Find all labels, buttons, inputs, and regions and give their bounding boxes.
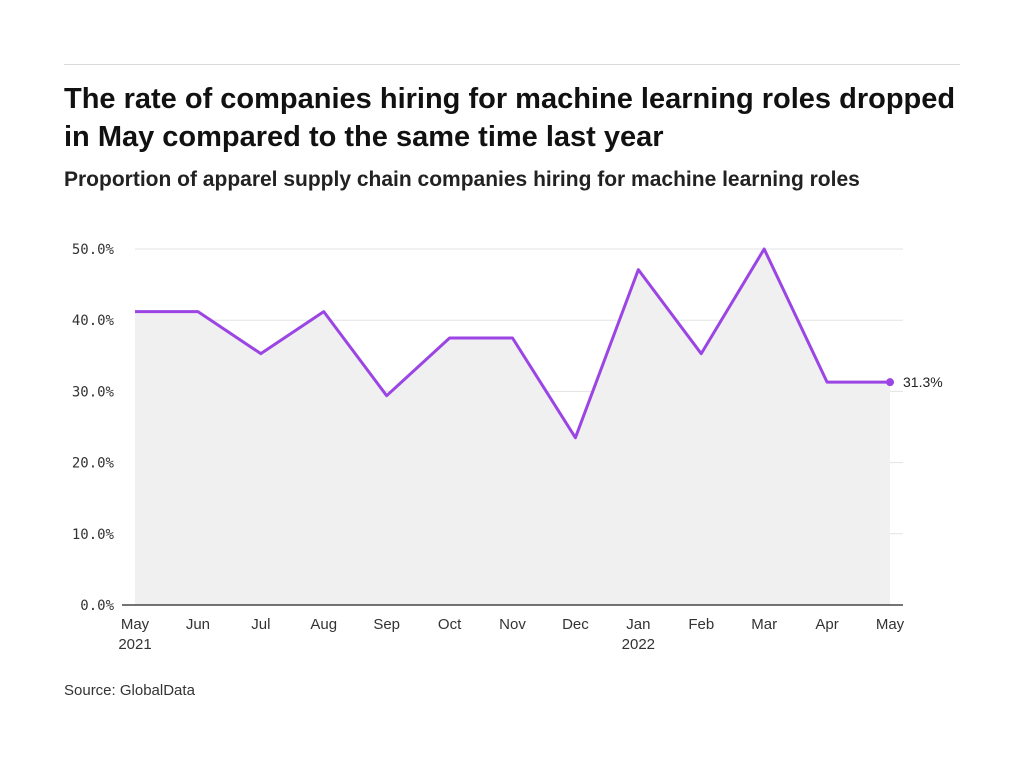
series-line: [135, 247, 890, 440]
x-tick-label: Feb: [688, 616, 714, 633]
x-tick-labels: May 2021 Jun Jul Aug Sep Oct Nov Dec Jan 2022 Feb Ma…: [118, 616, 904, 653]
x-tick-label: Mar: [751, 616, 777, 633]
x-tick-label: Dec: [562, 616, 589, 633]
end-data-point: [886, 378, 894, 387]
area-fill: [135, 249, 890, 605]
x-tick-label: May: [121, 616, 150, 633]
x-tick-label: May: [876, 616, 905, 633]
end-value-label: 31.3%: [903, 374, 943, 390]
x-tick-label: Jan: [626, 616, 650, 633]
y-tick-label: 40.0%: [72, 313, 115, 329]
y-tick-label: 50.0%: [72, 242, 115, 258]
chart-title: The rate of companies hiring for machine…: [64, 83, 956, 153]
top-divider: [64, 64, 960, 65]
y-tick-labels: 0.0% 10.0% 20.0% 30.0% 40.0% 50.0%: [72, 242, 115, 614]
x-tick-label: Aug: [310, 616, 337, 633]
y-tick-label: 0.0%: [80, 598, 114, 614]
chart-subtitle: Proportion of apparel supply chain compa…: [64, 168, 860, 191]
y-tick-label: 10.0%: [72, 527, 115, 543]
x-tick-label: Apr: [815, 616, 838, 633]
line-chart: 0.0% 10.0% 20.0% 30.0% 40.0% 50.0% May 2021 Jun…: [72, 242, 943, 653]
x-tick-label: Sep: [373, 616, 400, 633]
x-tick-label: Oct: [438, 616, 462, 633]
x-tick-year-label: 2022: [622, 636, 655, 653]
x-tick-label: Nov: [499, 616, 526, 633]
source-note: Source: GlobalData: [64, 682, 195, 699]
x-tick-label: Jul: [251, 616, 270, 633]
x-tick-label: Jun: [186, 616, 210, 633]
data-points: [886, 378, 894, 387]
x-tick-year-label: 2021: [118, 636, 151, 653]
y-tick-label: 30.0%: [72, 384, 115, 400]
y-tick-label: 20.0%: [72, 456, 115, 472]
